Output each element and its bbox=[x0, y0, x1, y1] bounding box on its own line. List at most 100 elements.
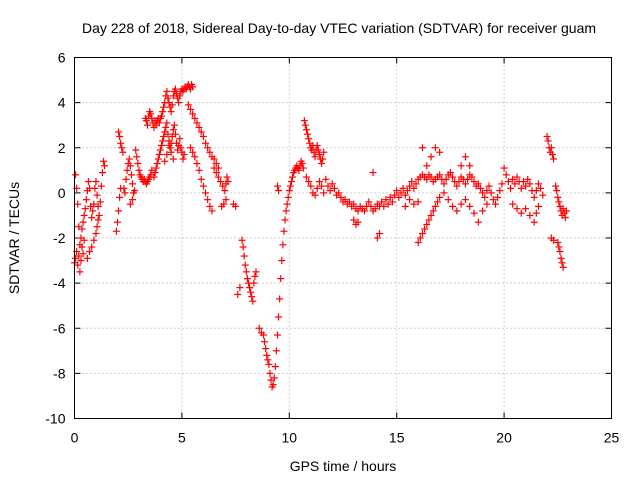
data-point bbox=[354, 218, 362, 226]
data-point bbox=[234, 290, 242, 298]
y-tick-label: 2 bbox=[58, 140, 66, 156]
data-point bbox=[214, 173, 222, 181]
data-point bbox=[236, 284, 244, 292]
data-point bbox=[311, 153, 319, 161]
data-point bbox=[557, 254, 565, 262]
data-point bbox=[427, 211, 435, 219]
data-point bbox=[88, 214, 96, 222]
data-point bbox=[91, 184, 99, 192]
data-point bbox=[272, 347, 280, 355]
data-point bbox=[249, 297, 257, 305]
data-point bbox=[199, 132, 207, 140]
data-point bbox=[117, 139, 125, 147]
data-point bbox=[530, 193, 538, 201]
data-point bbox=[319, 155, 327, 163]
data-point bbox=[275, 313, 283, 321]
data-point bbox=[240, 252, 248, 260]
y-tick-label: 6 bbox=[58, 50, 66, 66]
data-point bbox=[449, 202, 457, 210]
data-point bbox=[354, 207, 362, 215]
data-point bbox=[273, 182, 281, 190]
data-point bbox=[554, 239, 562, 247]
data-point bbox=[160, 132, 168, 140]
data-point bbox=[113, 218, 121, 226]
data-point bbox=[423, 162, 431, 170]
data-point bbox=[217, 178, 225, 186]
data-point bbox=[155, 119, 163, 127]
y-tick-label: 4 bbox=[58, 95, 66, 111]
data-point bbox=[265, 360, 273, 368]
data-point bbox=[440, 180, 448, 188]
y-tick-labels: -10 -8 -6 -4 -2 0 2 4 6 bbox=[45, 50, 65, 427]
data-point bbox=[151, 169, 159, 177]
data-point bbox=[92, 178, 100, 186]
data-point bbox=[94, 202, 102, 210]
data-point bbox=[384, 200, 392, 208]
data-point bbox=[369, 169, 377, 177]
data-point bbox=[186, 144, 194, 152]
data-point bbox=[485, 182, 493, 190]
data-point bbox=[282, 207, 290, 215]
data-point bbox=[281, 216, 289, 224]
y-axis-label: SDTVAR / TECUs bbox=[6, 182, 22, 294]
data-point bbox=[555, 198, 563, 206]
data-point bbox=[128, 196, 136, 204]
data-point bbox=[74, 261, 82, 269]
data-point bbox=[401, 202, 409, 210]
data-point bbox=[532, 209, 540, 217]
data-point bbox=[74, 200, 82, 208]
data-point bbox=[89, 207, 97, 215]
data-point bbox=[421, 225, 429, 233]
data-point bbox=[436, 148, 444, 156]
data-point bbox=[127, 171, 135, 179]
data-point bbox=[280, 227, 288, 235]
data-point bbox=[474, 180, 482, 188]
data-point bbox=[436, 171, 444, 179]
data-point bbox=[489, 196, 497, 204]
data-point bbox=[371, 205, 379, 213]
data-point bbox=[81, 205, 89, 213]
data-point bbox=[328, 180, 336, 188]
data-point bbox=[250, 279, 258, 287]
data-point bbox=[279, 241, 287, 249]
data-point bbox=[262, 345, 270, 353]
data-point bbox=[539, 191, 547, 199]
data-point bbox=[176, 92, 184, 100]
data-point bbox=[406, 196, 414, 204]
data-point bbox=[453, 207, 461, 215]
data-point bbox=[414, 198, 422, 206]
data-point bbox=[440, 189, 448, 197]
data-point bbox=[180, 151, 188, 159]
data-point bbox=[284, 193, 292, 201]
data-point bbox=[243, 275, 251, 283]
data-point bbox=[315, 151, 323, 159]
data-point bbox=[376, 229, 384, 237]
data-point bbox=[275, 187, 283, 195]
data-point bbox=[496, 187, 504, 195]
x-tick-labels: 0 5 10 15 20 25 bbox=[71, 430, 620, 446]
data-point bbox=[446, 169, 454, 177]
data-point bbox=[152, 164, 160, 172]
x-tick-label: 15 bbox=[389, 430, 405, 446]
data-point bbox=[373, 234, 381, 242]
data-point bbox=[242, 268, 250, 276]
data-point bbox=[519, 178, 527, 186]
data-point bbox=[313, 184, 321, 192]
data-point bbox=[131, 187, 139, 195]
data-point bbox=[315, 178, 323, 186]
data-point bbox=[135, 166, 143, 174]
data-point bbox=[305, 135, 313, 143]
data-point bbox=[423, 175, 431, 183]
data-point bbox=[526, 211, 534, 219]
data-point bbox=[470, 209, 478, 217]
data-point bbox=[75, 252, 83, 260]
data-point bbox=[313, 141, 321, 149]
data-point bbox=[494, 193, 502, 201]
data-point bbox=[79, 218, 87, 226]
data-point bbox=[457, 162, 465, 170]
data-point bbox=[314, 146, 322, 154]
data-point bbox=[300, 117, 308, 125]
y-tick-label: -8 bbox=[53, 365, 66, 381]
data-point bbox=[191, 114, 199, 122]
data-point bbox=[367, 202, 375, 210]
